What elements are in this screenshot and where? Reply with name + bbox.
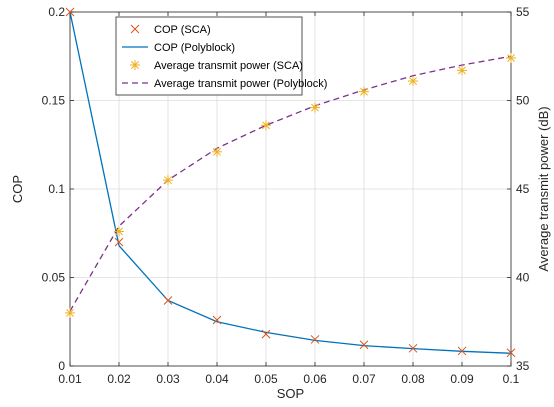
- y-right-tick-label: 55: [516, 5, 530, 19]
- ticks: 0.01 0.02 0.03 0.04 0.05 0.06 0.07 0.08 0.09 0.1 0…: [42, 5, 530, 386]
- y-right-tick-label: 45: [516, 182, 530, 196]
- cop-sca-marker: [114, 237, 124, 247]
- x-tick-label: 0.1: [503, 372, 520, 386]
- legend-box: [115, 16, 303, 96]
- cop-sca-marker: [261, 329, 271, 339]
- power-sca-marker: [507, 54, 515, 62]
- y-axis-left-title: COP: [10, 175, 25, 203]
- legend-label: COP (SCA): [154, 24, 211, 36]
- cop-sca-marker: [457, 346, 467, 356]
- power-sca-marker: [66, 308, 74, 317]
- power-sca-marker: [262, 121, 270, 130]
- y-left-tick-label: 0.15: [42, 94, 66, 108]
- x-tick-label: 0.05: [254, 372, 278, 386]
- y-right-tick-label: 35: [516, 359, 530, 373]
- cop-polyblock-line: [69, 11, 512, 354]
- legend-label: Average transmit power (Polyblock): [154, 78, 327, 90]
- y-left-tick-label: 0.1: [48, 182, 65, 196]
- y-left-tick-label: 0: [58, 359, 65, 373]
- legend: COP (SCA) COP (Polyblock) Average transmit…: [115, 16, 327, 96]
- x-tick-label: 0.07: [352, 372, 376, 386]
- power-sca-marker: [164, 176, 172, 185]
- power-sca-marker: [360, 87, 368, 96]
- y-right-tick-label: 40: [516, 271, 530, 285]
- y-axis-right-title: Average transmit power (dB): [536, 106, 551, 271]
- legend-label: COP (Polyblock): [154, 42, 235, 54]
- x-tick-label: 0.02: [107, 372, 131, 386]
- x-tick-label: 0.04: [205, 372, 229, 386]
- cop-sca-marker: [506, 348, 516, 358]
- power-sca-marker: [131, 61, 139, 69]
- x-tick-label: 0.01: [58, 372, 82, 386]
- legend-label: Average transmit power (SCA): [154, 60, 303, 72]
- cop-sca-marker: [163, 296, 173, 305]
- y-left-tick-label: 0.05: [42, 271, 66, 285]
- x-tick-label: 0.09: [450, 372, 474, 386]
- cop-sca-marker: [359, 340, 369, 350]
- power-sca-marker: [311, 103, 319, 112]
- cop-sca-marker: [310, 335, 320, 344]
- power-sca-marker: [458, 66, 466, 75]
- series: [65, 7, 516, 358]
- x-tick-label: 0.03: [156, 372, 180, 386]
- y-right-tick-label: 50: [516, 94, 530, 108]
- power-sca-marker: [213, 147, 221, 156]
- x-tick-label: 0.06: [303, 372, 327, 386]
- cop-sca-marker: [65, 7, 75, 17]
- power-sca-marker: [115, 227, 123, 236]
- power-polyblock-line: [69, 55, 512, 312]
- power-sca-marker: [409, 77, 417, 85]
- x-axis-title: SOP: [277, 386, 304, 401]
- cop-sca-marker: [130, 24, 140, 34]
- cop-sca-marker: [212, 315, 222, 325]
- y-left-tick-label: 0.2: [48, 5, 65, 19]
- cop-sca-marker: [408, 343, 418, 353]
- x-tick-label: 0.08: [401, 372, 425, 386]
